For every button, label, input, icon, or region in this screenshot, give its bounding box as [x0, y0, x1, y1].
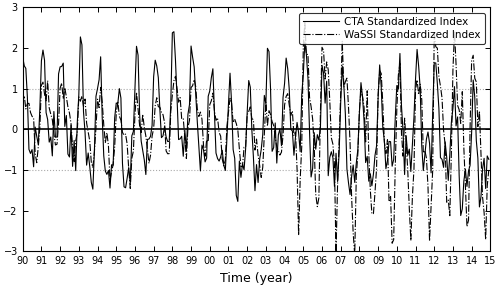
WaSSI Standardized Index: [22, 94, 28, 97]
WaSSI Standardized Index: [297, 178, 303, 181]
CTA Standardized Index: [414, 48, 420, 51]
X-axis label: Time (year): Time (year): [220, 272, 293, 285]
WaSSI Standardized Index: [306, 95, 312, 99]
WaSSI Standardized Index: [352, 253, 358, 257]
CTA Standardized Index: [306, 129, 312, 133]
Line: CTA Standardized Index: CTA Standardized Index: [22, 32, 489, 215]
CTA Standardized Index: [297, 150, 303, 154]
Line: WaSSI Standardized Index: WaSSI Standardized Index: [22, 23, 489, 255]
CTA Standardized Index: [444, 156, 450, 159]
CTA Standardized Index: [22, 64, 28, 68]
CTA Standardized Index: [20, 56, 26, 59]
CTA Standardized Index: [486, 158, 492, 161]
WaSSI Standardized Index: [302, 21, 308, 24]
CTA Standardized Index: [298, 93, 304, 97]
WaSSI Standardized Index: [20, 101, 26, 105]
CTA Standardized Index: [171, 30, 177, 33]
CTA Standardized Index: [458, 214, 464, 217]
WaSSI Standardized Index: [416, 93, 422, 96]
WaSSI Standardized Index: [486, 168, 492, 172]
Legend: CTA Standardized Index, WaSSI Standardized Index: CTA Standardized Index, WaSSI Standardiz…: [298, 13, 485, 44]
WaSSI Standardized Index: [296, 234, 302, 237]
WaSSI Standardized Index: [446, 198, 452, 202]
